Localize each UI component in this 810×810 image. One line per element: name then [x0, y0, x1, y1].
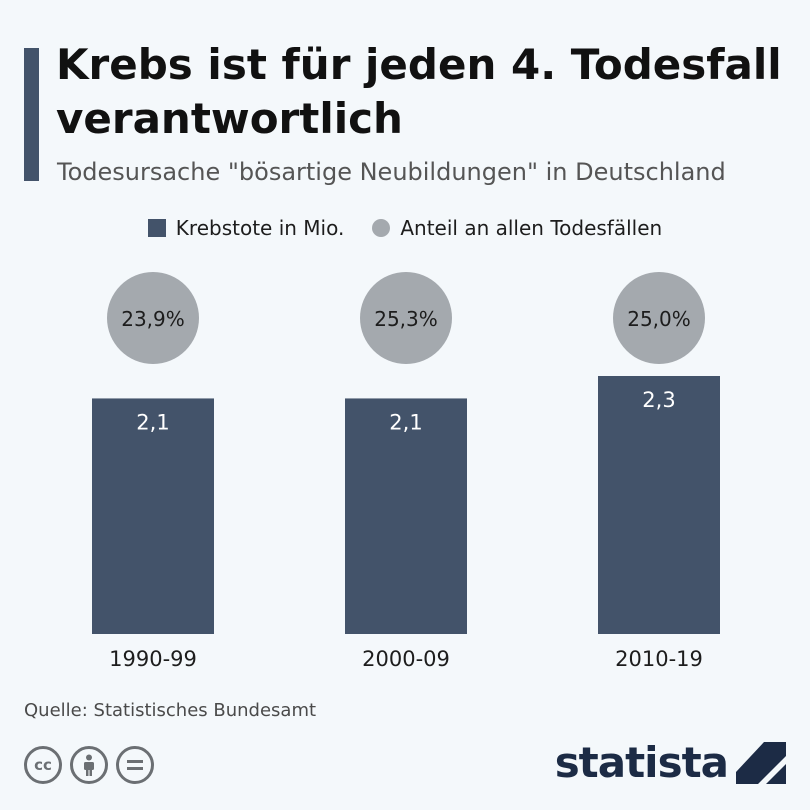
brand-wordmark: statista [554, 738, 729, 787]
legend-swatch-circles [372, 219, 391, 237]
legend: Krebstote in Mio. Anteil an allen Todesf… [0, 216, 810, 240]
title-accent-bar [24, 48, 39, 181]
legend-item-circles: Anteil an allen Todesfällen [372, 216, 662, 240]
source-note: Quelle: Statistisches Bundesamt [24, 700, 317, 721]
bar-2000-09 [345, 398, 467, 634]
license-icons: cc [24, 746, 154, 784]
attribution-icon[interactable] [70, 746, 108, 784]
cc-icon[interactable]: cc [24, 746, 62, 784]
share-circle-2000-09 [360, 272, 452, 364]
bar-value-label: 2,3 [642, 388, 675, 412]
bar-value-label: 2,1 [389, 410, 422, 434]
share-value-label: 25,0% [627, 307, 691, 331]
x-tick-label: 2010-19 [615, 647, 703, 671]
bar-1990-99 [92, 398, 214, 634]
x-tick-label: 1990-99 [109, 647, 197, 671]
no-derivatives-icon[interactable] [116, 746, 154, 784]
bar-value-label: 2,1 [136, 410, 169, 434]
chart-subtitle: Todesursache "bösartige Neubildungen" in… [57, 158, 726, 186]
share-circle-2010-19 [613, 272, 705, 364]
legend-item-bars: Krebstote in Mio. [147, 216, 345, 240]
bar-2010-19 [598, 376, 720, 634]
legend-label-bars: Krebstote in Mio. [175, 216, 345, 240]
legend-label-circles: Anteil an allen Todesfällen [400, 216, 663, 240]
x-tick-label: 2000-09 [362, 647, 450, 671]
share-value-label: 25,3% [374, 307, 438, 331]
share-circle-1990-99 [107, 272, 199, 364]
chart-title: Krebs ist für jeden 4. Todesfall verantw… [56, 40, 782, 143]
statista-mark-icon [736, 741, 786, 784]
statista-logo[interactable]: statista [555, 738, 786, 787]
share-value-label: 23,9% [121, 307, 185, 331]
legend-swatch-bars [147, 219, 166, 237]
